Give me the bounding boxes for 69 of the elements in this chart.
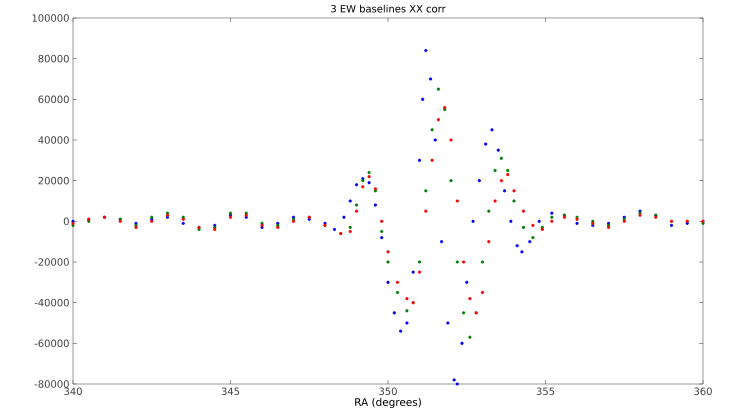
y-tick-label: 60000 xyxy=(38,96,69,104)
point xyxy=(449,179,453,182)
point xyxy=(506,172,510,176)
point xyxy=(449,138,453,142)
point xyxy=(405,297,409,300)
point xyxy=(276,226,280,230)
point xyxy=(418,260,422,264)
point xyxy=(480,290,484,294)
point xyxy=(550,220,554,223)
point xyxy=(456,260,459,264)
x-tick-label: 345 xyxy=(222,388,240,396)
y-tick-label: -20000 xyxy=(34,258,69,266)
point xyxy=(134,226,138,230)
point xyxy=(405,309,409,312)
point xyxy=(522,226,526,230)
point xyxy=(531,236,535,240)
point xyxy=(468,336,472,339)
point xyxy=(522,210,526,213)
x-tick-label: 360 xyxy=(694,388,712,396)
point xyxy=(436,88,440,91)
point xyxy=(456,199,459,203)
point xyxy=(480,260,484,264)
y-tick-label: -80000 xyxy=(34,380,69,388)
point xyxy=(354,210,358,213)
x-tick-label: 340 xyxy=(64,388,82,396)
chart-title: 3 EW baselines XX corr xyxy=(331,4,446,12)
point xyxy=(348,230,352,234)
point xyxy=(380,220,384,223)
point xyxy=(436,118,440,122)
point xyxy=(354,203,358,207)
point xyxy=(506,168,510,172)
y-tick-label: 100000 xyxy=(32,14,69,22)
y-tick-label: 40000 xyxy=(38,136,69,144)
point xyxy=(512,199,516,203)
y-tick-label: 20000 xyxy=(38,176,69,184)
point xyxy=(500,156,504,160)
point xyxy=(361,185,364,188)
point xyxy=(487,240,490,244)
point xyxy=(430,158,434,162)
point xyxy=(468,297,472,300)
point xyxy=(430,128,434,132)
point xyxy=(487,210,490,213)
point xyxy=(348,226,352,230)
y-tick-label: 80000 xyxy=(38,54,69,62)
point xyxy=(512,189,516,192)
point xyxy=(424,189,428,192)
point xyxy=(531,224,535,227)
point xyxy=(386,250,390,254)
point xyxy=(380,230,384,234)
y-tick-label: 0 xyxy=(64,218,69,226)
point xyxy=(424,210,428,213)
point xyxy=(396,280,400,284)
point xyxy=(494,168,497,172)
point xyxy=(386,260,390,264)
point xyxy=(550,216,554,219)
point xyxy=(494,199,497,203)
point xyxy=(396,290,400,294)
point xyxy=(368,175,371,178)
point xyxy=(462,311,466,314)
point xyxy=(418,270,422,274)
point xyxy=(606,226,610,230)
x-tick-label: 350 xyxy=(379,388,397,396)
x-tick-label: 355 xyxy=(536,388,554,396)
x-axis-title: RA (degrees) xyxy=(355,398,421,408)
point xyxy=(462,260,466,264)
point xyxy=(500,179,504,182)
y-tick-label: -40000 xyxy=(34,298,69,306)
y-tick-label: -60000 xyxy=(34,340,69,348)
point xyxy=(368,170,371,174)
